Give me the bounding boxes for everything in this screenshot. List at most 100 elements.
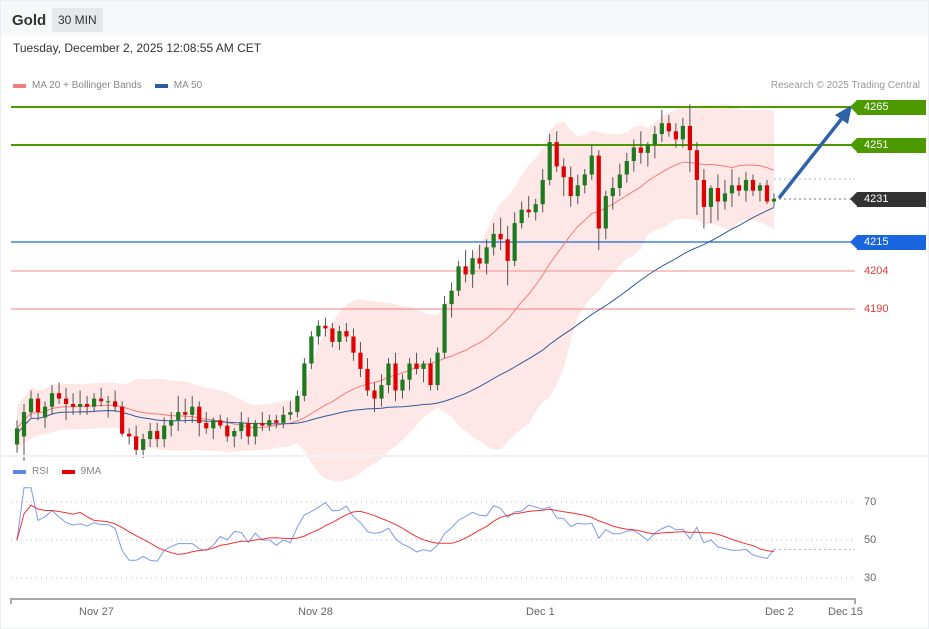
candle-body [176,412,181,421]
candle-body [134,436,139,450]
candle-body [246,422,251,437]
candle-body [652,134,657,145]
candle-body [28,398,34,413]
header-bar: Gold 30 MIN [1,1,928,36]
9ma-swatch [61,469,75,474]
candle-body [568,177,573,197]
candle-body [337,331,342,342]
candle-body [56,393,62,399]
candle-body [225,425,230,437]
rsi-9ma-line [16,504,775,555]
candle-body [435,352,440,386]
candle-body [21,412,27,437]
candle-body [253,422,258,437]
legend-label: MA 20 + Bollinger Bands [32,80,142,91]
candle-body [281,414,286,423]
candle-body [617,174,622,188]
candle-body [155,431,160,440]
candle-body [764,185,770,202]
candle-body [148,431,153,440]
candle-body [582,174,587,186]
rsi-tick-50: 50 [864,534,877,546]
candle-body [302,363,307,396]
candle-body [729,185,735,194]
candle-body [35,398,41,413]
candle-body [295,395,300,413]
candle-body [561,166,566,178]
candle-body [736,185,742,191]
candle-body [708,188,714,207]
candle-body [505,239,510,261]
candle-body [232,431,237,437]
candle-body [463,266,468,275]
candle-body [442,304,447,353]
candle-body [491,233,496,248]
x-tick-dec1: Dec 1 [526,606,555,618]
ma50-line [16,206,775,435]
candle-body [512,223,517,261]
candle-body [330,328,335,342]
candle-body [120,406,125,434]
support-4204-label: 4204 [864,265,889,277]
rsi-tick-70: 70 [864,496,877,508]
candle-body [498,233,503,240]
projection-arrow [777,115,845,200]
legend-label: RSI [32,466,49,477]
instrument-title: Gold [12,12,47,29]
candle-body [260,422,265,426]
candle-body [49,393,55,407]
x-axis-line [10,598,856,604]
arrow-head-icon [835,105,852,124]
candle-body [141,439,146,450]
candle-body [211,420,216,429]
legend-item-9ma: 9MA [61,466,101,477]
candle-body [757,185,763,191]
timestamp: Tuesday, December 2, 2025 12:08:55 AM CE… [13,41,262,55]
candle-body [218,420,223,426]
candle-body [519,209,524,224]
legend-label: MA 50 [173,80,203,91]
timeframe-badge[interactable]: 30 MIN [52,8,103,32]
ma20-swatch [13,83,26,88]
candle-body [400,379,405,391]
candle-body [309,336,314,364]
candle-body [84,404,90,407]
candle-body [624,161,629,175]
candle-body [14,428,20,445]
candle-body [421,363,426,369]
candle-body [540,179,545,205]
x-tick-nov27: Nov 27 [79,606,114,618]
candle-body [659,123,664,134]
last-price-tag: 4231 [850,192,926,207]
candle-body [533,204,538,213]
candle-body [596,155,601,229]
candle-body [715,188,721,202]
candle-body [554,142,559,167]
candle-body [99,398,104,402]
candle-body [379,385,384,399]
candle-body [484,247,489,264]
x-tick-dec2: Dec 2 [765,606,794,618]
candle-body [106,401,111,403]
candle-body [288,412,293,415]
candle-body [386,363,391,386]
ma50-swatch [154,83,168,88]
candle-body [393,363,398,391]
rsi-line [16,487,775,562]
candle-body [575,185,580,197]
rsi-tick-30: 30 [864,572,877,584]
pivot-4215-tag: 4215 [850,235,926,250]
candle-body [274,420,279,423]
candle-body [77,404,83,407]
candle-body [449,290,454,305]
legend-item-ma50: MA 50 [154,80,203,91]
candle-body [694,150,699,180]
candle-body [113,401,118,407]
candle-body [42,406,48,418]
candle-body [610,188,615,197]
candle-body [750,179,756,191]
candle-body [183,412,188,415]
candle-body [63,398,69,404]
candle-body [589,155,594,175]
